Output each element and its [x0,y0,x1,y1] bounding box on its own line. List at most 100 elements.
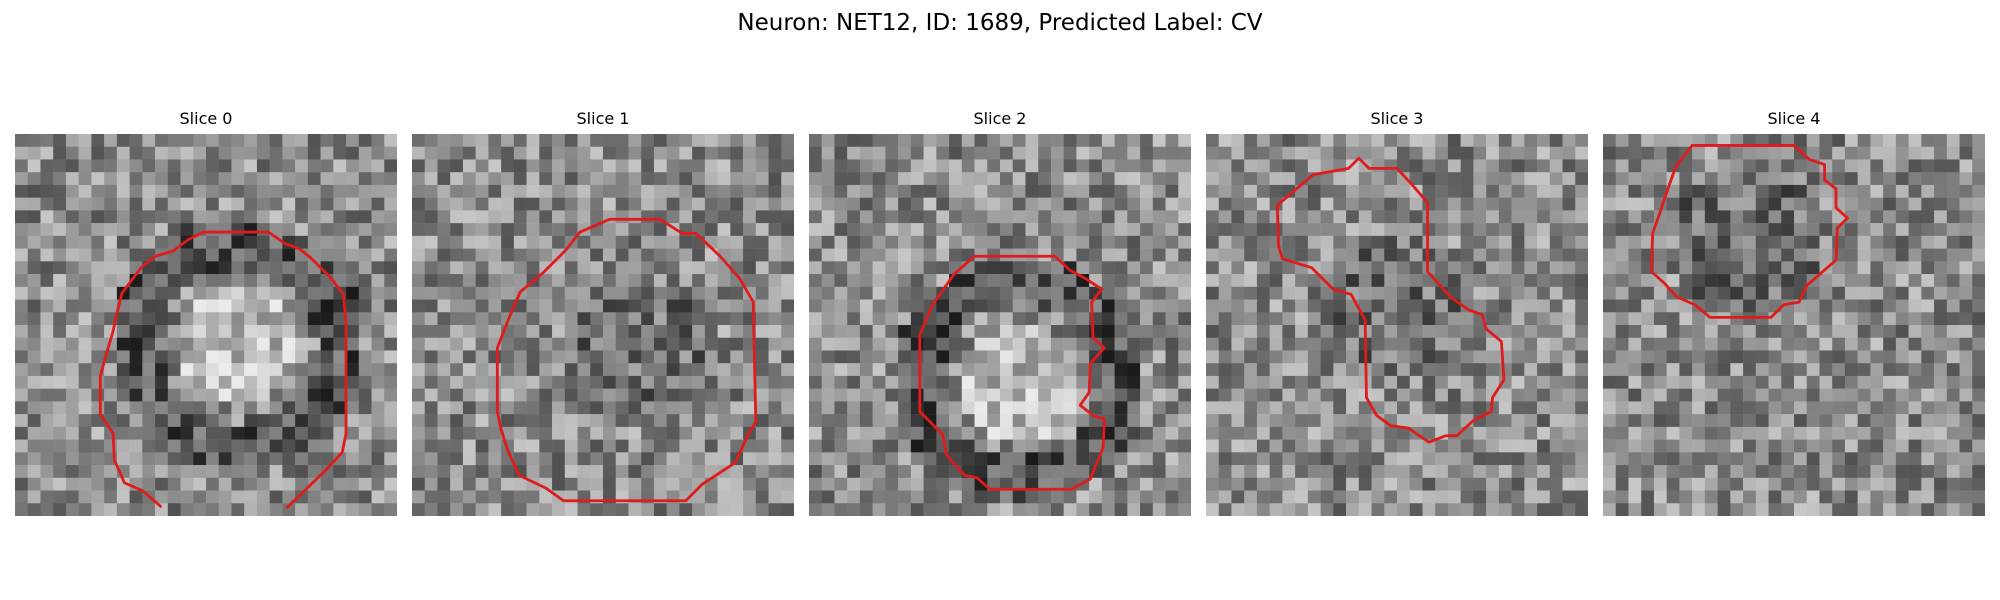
pixel [91,261,105,275]
pixel [936,503,950,516]
pixel [552,146,566,160]
pixel [1934,401,1948,415]
pixel [1152,146,1166,160]
pixel [333,325,347,338]
pixel [1653,286,1667,300]
pixel [653,350,667,364]
pixel [1959,223,1973,237]
pixel [1870,477,1884,491]
pixel [1743,375,1757,389]
pixel [923,337,937,351]
pixel [1231,172,1245,186]
pixel [384,184,397,198]
pixel [692,146,706,160]
pixel [307,452,321,466]
pixel [1819,134,1833,147]
pixel [1152,248,1166,262]
pixel [269,159,283,173]
pixel [1692,286,1706,300]
pixel [1422,261,1436,275]
pixel [1524,414,1538,428]
pixel [1653,414,1667,428]
pixel [1717,146,1731,160]
pixel [1755,159,1769,173]
pixel [1435,477,1449,491]
pixel [1921,325,1935,338]
pixel [1549,477,1563,491]
pixel [231,350,245,364]
pixel [1038,465,1052,479]
pixel [717,235,731,249]
pixel [424,223,438,237]
pixel [1333,426,1347,440]
pixel [1409,363,1423,377]
pixel [1717,274,1731,288]
pixel [974,401,988,415]
pixel [1628,210,1642,224]
pixel [809,375,822,389]
pixel [1615,337,1629,351]
pixel [155,452,169,466]
pixel [1908,414,1922,428]
pixel [1076,325,1090,338]
pixel [437,477,451,491]
pixel [424,248,438,262]
pixel [462,414,476,428]
pixel [1755,414,1769,428]
pixel [424,325,438,338]
pixel [1806,490,1820,504]
pixel [1409,350,1423,364]
pixel [1628,172,1642,186]
pixel [1946,337,1960,351]
pixel [244,197,258,211]
pixel [1320,350,1334,364]
pixel [552,477,566,491]
pixel [781,159,794,173]
pixel [1282,363,1296,377]
pixel [704,159,718,173]
pixel [987,274,1001,288]
pixel [180,159,194,173]
pixel [859,439,873,453]
pixel [1447,274,1461,288]
pixel [1717,477,1731,491]
pixel [1934,261,1948,275]
pixel [1549,286,1563,300]
pixel [371,286,385,300]
pixel [1603,248,1616,262]
pixel [231,223,245,237]
pixel [1282,134,1296,147]
pixel [987,172,1001,186]
pixel [1641,325,1655,338]
pixel [15,426,28,440]
pixel [1832,375,1846,389]
pixel [1063,490,1077,504]
pixel [1921,248,1935,262]
pixel [1511,477,1525,491]
pixel [755,439,769,453]
pixel [193,490,207,504]
pixel [898,134,912,147]
pixel [450,401,464,415]
pixel [949,503,963,516]
pixel [564,503,578,516]
pixel [40,452,54,466]
pixel [590,197,604,211]
pixel [755,350,769,364]
pixel [1384,439,1398,453]
pixel [1666,350,1680,364]
pixel [847,503,861,516]
pixel [155,299,169,313]
pixel [821,325,835,338]
pixel [513,299,527,313]
pixel [781,172,794,186]
pixel [1743,452,1757,466]
pixel [358,337,372,351]
pixel [1206,350,1219,364]
pixel [1076,350,1090,364]
pixel [1063,439,1077,453]
pixel [847,477,861,491]
pixel [1206,503,1219,516]
pixel [295,223,309,237]
pixel [628,274,642,288]
